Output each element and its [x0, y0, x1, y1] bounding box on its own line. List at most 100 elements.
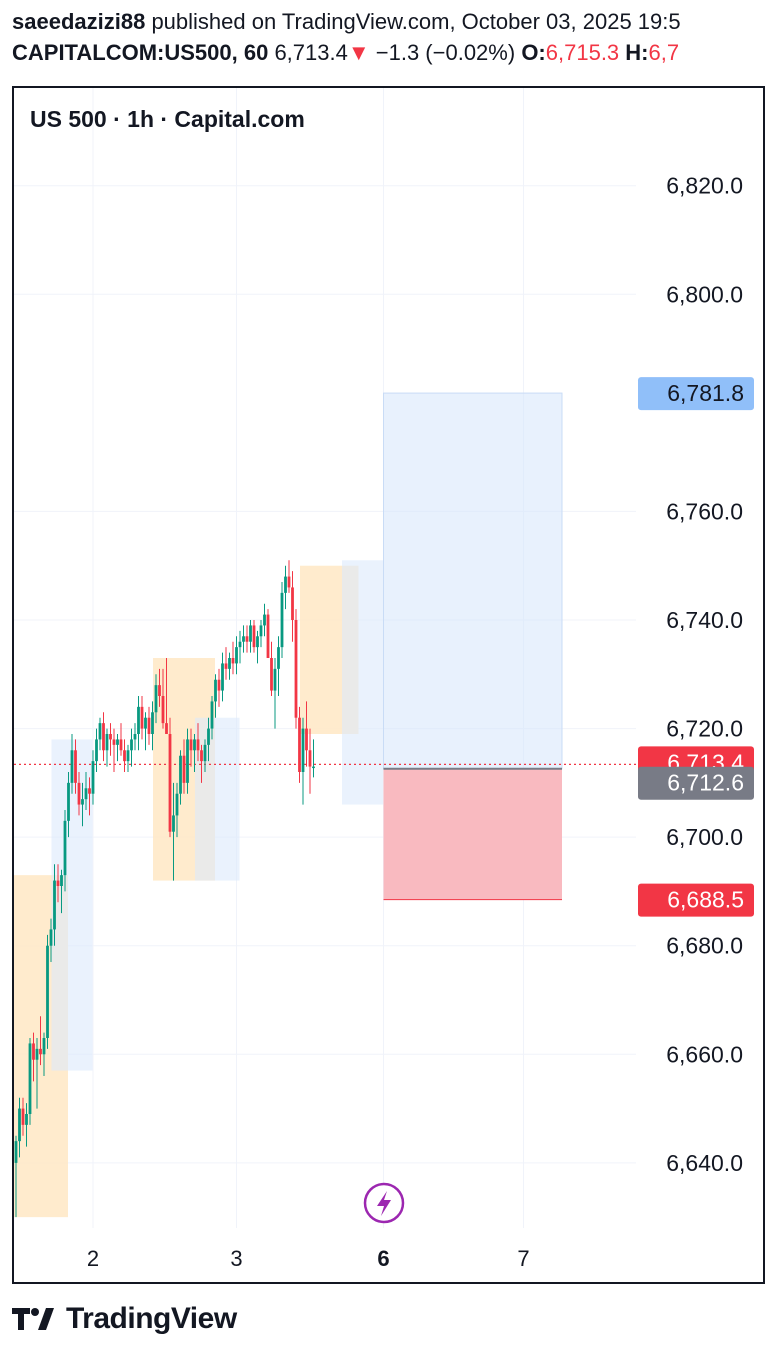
candle-up: [46, 945, 49, 1038]
candle-up: [144, 717, 147, 729]
y-tick-label: 6,760.0: [666, 498, 743, 524]
candle-down: [165, 723, 168, 734]
candle-up: [53, 880, 56, 930]
candle-up: [98, 723, 102, 740]
candle-down: [252, 625, 256, 648]
candle-up: [25, 1114, 28, 1125]
candle-down: [119, 739, 123, 751]
candle-up: [60, 875, 63, 886]
candle-up: [228, 658, 231, 669]
candle-down: [147, 717, 151, 734]
candle-up: [130, 739, 133, 751]
candle-up: [221, 663, 224, 691]
x-tick-label: 6: [377, 1246, 389, 1271]
candle-down: [189, 739, 193, 751]
candle-down: [308, 750, 312, 767]
stop-price-label: [638, 883, 754, 917]
y-tick-label: 6,680.0: [666, 933, 743, 959]
candle-up: [137, 706, 140, 734]
tradingview-logo-icon: [12, 1308, 54, 1330]
candle-up: [259, 625, 263, 637]
publish-line: saeedazizi88 published on TradingView.co…: [12, 6, 778, 38]
candle-down: [102, 723, 105, 751]
candle-up: [249, 625, 252, 642]
entry-price-text: 6,712.6: [667, 770, 744, 796]
y-tick-label: 6,820.0: [666, 173, 743, 199]
y-tick-label: 6,720.0: [666, 716, 743, 742]
candle-down: [298, 717, 301, 772]
candle-down: [200, 750, 203, 762]
candle-up: [179, 755, 182, 794]
candle-down: [168, 734, 172, 832]
candle-up: [14, 1141, 18, 1163]
y-tick-label: 6,640.0: [666, 1150, 743, 1176]
candle-up: [256, 636, 259, 648]
loss-zone[interactable]: [383, 768, 563, 900]
candle-down: [224, 663, 228, 669]
candle-up: [154, 685, 158, 713]
candle-up: [67, 782, 70, 821]
candle-down: [88, 788, 91, 794]
candle-down: [305, 728, 308, 751]
candle-up: [193, 739, 196, 751]
candle-down: [140, 706, 144, 729]
last-price: 6,713.4: [274, 40, 348, 65]
candle-down: [123, 750, 126, 762]
target-price-label: [638, 377, 754, 411]
candle-up: [214, 679, 217, 702]
candle-down: [39, 1048, 42, 1055]
symbol-line: CAPITALCOM:US500, 60 6,713.4▼ −1.3 (−0.0…: [12, 38, 778, 68]
candle-up: [126, 750, 130, 762]
candle-up: [81, 799, 84, 805]
candle-up: [172, 815, 175, 832]
candle-up: [116, 739, 119, 745]
candle-up: [273, 668, 277, 691]
candle-up: [151, 712, 154, 734]
candle-up: [91, 761, 95, 794]
demand-zone: [195, 717, 240, 881]
candle-up: [70, 750, 74, 783]
target-price-text: 6,781.8: [667, 380, 744, 406]
candle-down: [21, 1108, 25, 1125]
candle-up: [210, 701, 214, 729]
candle-up: [207, 728, 210, 745]
candle-down: [266, 614, 270, 658]
profit-zone[interactable]: [383, 392, 563, 770]
candle-down: [74, 750, 77, 783]
candle-down: [158, 685, 161, 696]
candle-down: [196, 739, 200, 751]
published-text: published on TradingView.com, October 03…: [151, 9, 681, 34]
tradingview-brand: TradingView: [66, 1302, 237, 1335]
symbol-label[interactable]: CAPITALCOM:US500, 60: [12, 40, 269, 65]
lightning-bolt-icon: [377, 1191, 391, 1216]
chart-frame: [12, 86, 765, 1284]
chart-title: US 500 · 1h · Capital.com: [30, 106, 305, 132]
y-tick-label: 6,660.0: [666, 1041, 743, 1067]
author-name[interactable]: saeedazizi88: [12, 9, 146, 34]
high-value: 6,7: [648, 40, 680, 65]
candle-up: [312, 766, 315, 769]
candle-down: [109, 734, 112, 740]
candle-down: [231, 658, 235, 664]
candle-up: [63, 820, 67, 876]
candle-up: [301, 728, 305, 772]
publish-header: saeedazizi88 published on TradingView.co…: [12, 6, 778, 68]
candle-up: [280, 592, 284, 648]
x-tick-label: 2: [87, 1246, 99, 1271]
x-tick-label: 3: [230, 1246, 242, 1271]
candle-up: [84, 788, 88, 800]
candle-up: [95, 739, 98, 762]
price-change: −1.3 (−0.02%): [375, 40, 516, 65]
candle-down: [287, 576, 291, 588]
candle-down: [77, 782, 81, 805]
demand-zone: [342, 560, 383, 805]
candle-down: [294, 620, 298, 718]
y-tick-label: 6,740.0: [666, 607, 743, 633]
candle-up: [238, 641, 242, 648]
candle-up: [277, 647, 280, 669]
candle-up: [263, 614, 266, 626]
candle-down: [32, 1043, 35, 1060]
candle-up: [35, 1048, 39, 1060]
candle-down: [217, 679, 221, 691]
